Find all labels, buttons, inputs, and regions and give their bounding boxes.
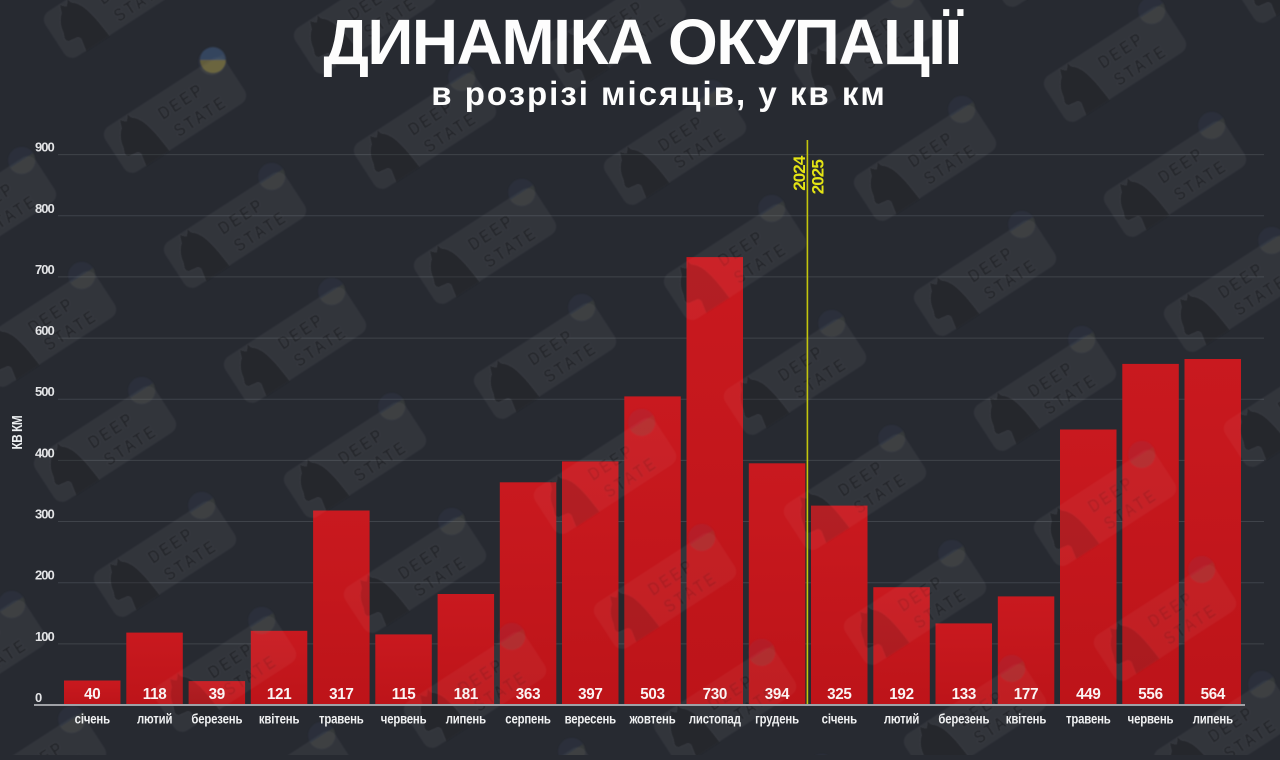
svg-text:394: 394	[765, 686, 790, 703]
svg-text:березень: березень	[191, 710, 242, 727]
svg-text:564: 564	[1201, 686, 1226, 703]
svg-text:вересень: вересень	[565, 710, 617, 727]
svg-text:600: 600	[35, 323, 54, 338]
svg-text:травень: травень	[319, 710, 364, 727]
svg-text:200: 200	[35, 568, 54, 583]
svg-text:листопад: листопад	[689, 710, 741, 727]
svg-text:115: 115	[392, 686, 416, 703]
svg-text:липень: липень	[446, 710, 486, 727]
svg-text:133: 133	[952, 686, 977, 703]
svg-text:ДИНАМІКА ОКУПАЦІЇ: ДИНАМІКА ОКУПАЦІЇ	[323, 6, 963, 78]
svg-text:449: 449	[1076, 686, 1101, 703]
svg-text:жовтень: жовтень	[629, 710, 676, 727]
svg-text:травень: травень	[1066, 710, 1111, 727]
svg-text:КВ КМ: КВ КМ	[8, 416, 25, 450]
svg-text:177: 177	[1014, 686, 1038, 703]
svg-text:грудень: грудень	[755, 710, 799, 727]
svg-text:503: 503	[640, 686, 665, 703]
svg-text:317: 317	[329, 686, 353, 703]
svg-text:2024: 2024	[790, 155, 809, 191]
svg-text:квітень: квітень	[259, 710, 300, 727]
svg-text:181: 181	[454, 686, 479, 703]
svg-text:лютий: лютий	[884, 710, 919, 727]
svg-text:700: 700	[35, 262, 54, 277]
svg-text:400: 400	[35, 445, 54, 460]
svg-text:730: 730	[703, 686, 728, 703]
svg-text:325: 325	[827, 686, 852, 703]
svg-text:січень: січень	[75, 710, 110, 727]
svg-text:397: 397	[578, 686, 602, 703]
svg-text:556: 556	[1138, 686, 1163, 703]
svg-text:0: 0	[35, 690, 42, 705]
svg-text:800: 800	[35, 201, 54, 216]
svg-text:500: 500	[35, 384, 54, 399]
svg-text:39: 39	[209, 686, 226, 703]
svg-text:118: 118	[143, 686, 167, 703]
svg-text:300: 300	[35, 507, 54, 522]
svg-text:червень: червень	[1128, 710, 1174, 727]
svg-text:квітень: квітень	[1006, 710, 1047, 727]
svg-text:серпень: серпень	[505, 710, 551, 727]
svg-text:січень: січень	[822, 710, 857, 727]
svg-text:100: 100	[35, 629, 54, 644]
svg-text:в розрізі місяців, у кв км: в розрізі місяців, у кв км	[431, 75, 887, 112]
svg-text:363: 363	[516, 686, 541, 703]
svg-text:2025: 2025	[809, 160, 828, 195]
svg-text:121: 121	[267, 686, 292, 703]
svg-text:липень: липень	[1193, 710, 1233, 727]
svg-text:березень: березень	[938, 710, 989, 727]
svg-text:лютий: лютий	[137, 710, 172, 727]
svg-text:192: 192	[889, 686, 914, 703]
svg-text:червень: червень	[381, 710, 427, 727]
svg-text:40: 40	[84, 686, 101, 703]
svg-text:900: 900	[35, 140, 54, 155]
